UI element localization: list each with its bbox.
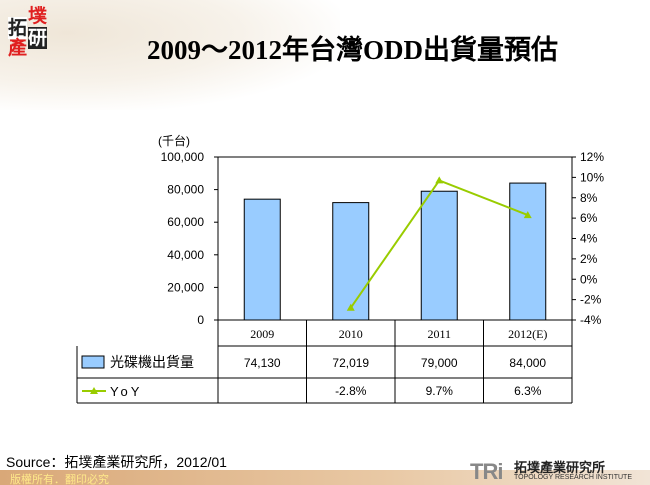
y2-tick-label: 10%	[580, 170, 604, 184]
bar-value-label: 72,019	[332, 356, 369, 370]
legend-bar-swatch	[81, 355, 105, 369]
y2-tick-label: 6%	[580, 211, 598, 225]
y-tick-label: 20,000	[167, 280, 204, 294]
y-tick-label: 40,000	[167, 248, 204, 262]
yoy-marker	[435, 176, 444, 184]
source-note: Source：拓墣產業研究所，2012/01	[6, 454, 227, 470]
company-logo: 拓 墣 產 研	[8, 5, 48, 59]
y-tick-label: 60,000	[167, 215, 204, 229]
bar	[243, 198, 281, 321]
yoy-value-label: -2.8%	[335, 384, 367, 398]
yoy-marker	[523, 211, 532, 219]
y-unit-label: (千台)	[158, 133, 190, 148]
category-label: 2011	[427, 327, 451, 341]
y2-tick-label: 2%	[580, 252, 598, 266]
bar-value-label: 79,000	[421, 356, 458, 370]
background-map-decoration	[0, 0, 340, 110]
legend-bars-label: 光碟機出貨量	[110, 354, 194, 370]
y2-tick-label: -2%	[580, 293, 602, 307]
legend-line-marker	[90, 387, 98, 394]
y2-tick-label: 12%	[580, 150, 604, 164]
footer-bar	[0, 470, 650, 485]
tri-english: TOPOLOGY RESEARCH INSTITUTE	[514, 474, 632, 481]
tri-name: 拓墣產業研究所	[514, 460, 606, 475]
y-tick-label: 100,000	[161, 150, 205, 164]
yoy-value-label: 9.7%	[426, 384, 454, 398]
bar-value-label: 74,130	[244, 356, 281, 370]
bar	[332, 202, 370, 321]
tri-mark: TRi	[470, 459, 503, 484]
bar	[420, 190, 458, 321]
y2-tick-label: 8%	[580, 191, 598, 205]
y-tick-label: 0	[197, 313, 204, 327]
y2-tick-label: 4%	[580, 232, 598, 246]
legend-yoy-label: YoY	[110, 384, 142, 399]
y2-tick-label: 0%	[580, 272, 598, 286]
copyright-text: 版權所有．翻印必究	[10, 474, 109, 485]
category-label: 2012(E)	[508, 327, 547, 341]
category-label: 2010	[339, 327, 363, 341]
y-tick-label: 80,000	[167, 183, 204, 197]
yoy-value-label: 6.3%	[514, 384, 542, 398]
category-label: 2009	[250, 327, 274, 341]
bar	[509, 182, 547, 321]
bar-value-label: 84,000	[509, 356, 546, 370]
tri-logo: TRi 拓墣產業研究所 TOPOLOGY RESEARCH INSTITUTE	[470, 457, 650, 485]
y2-tick-label: -4%	[580, 313, 602, 327]
page-title: 2009～2012年台灣ODD出貨量預估	[147, 35, 558, 65]
chart: 0 20,000 40,000 60,000 80,000 100,000 (千台) -4% -…	[76, 133, 604, 404]
yoy-marker	[346, 303, 355, 311]
